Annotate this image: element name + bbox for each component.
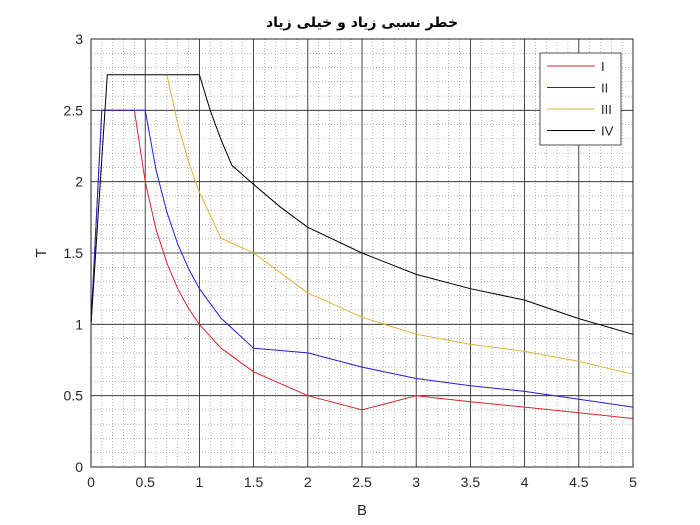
x-tick-label: 3 bbox=[412, 474, 420, 490]
y-tick-label: 1 bbox=[75, 316, 83, 332]
series-line-III bbox=[166, 74, 634, 375]
x-axis-ticks: 0 0.5 1 1.5 2 2.5 3 3.5 4 4.5 5 bbox=[87, 474, 637, 490]
plot-frame bbox=[90, 38, 634, 468]
legend-box bbox=[539, 52, 622, 146]
legend-label-IV: IV bbox=[601, 124, 614, 139]
y-tick-label: 1.5 bbox=[64, 245, 84, 261]
chart-title: خطر نسبی زیاد و خیلی زیاد bbox=[266, 15, 458, 31]
series-line-I bbox=[90, 109, 634, 419]
x-tick-label: 1.5 bbox=[244, 474, 264, 490]
x-tick-label: 5 bbox=[629, 474, 637, 490]
x-tick-label: 0 bbox=[87, 474, 95, 490]
y-tick-label: 0 bbox=[75, 459, 83, 475]
y-tick-label: 2 bbox=[75, 174, 83, 190]
x-tick-label: 0.5 bbox=[135, 474, 155, 490]
x-tick-label: 4.5 bbox=[569, 474, 589, 490]
legend-label-III: III bbox=[601, 102, 612, 117]
x-tick-label: 2 bbox=[304, 474, 312, 490]
series-layer bbox=[90, 74, 634, 419]
x-tick-label: 1 bbox=[196, 474, 204, 490]
series-line-IV bbox=[90, 74, 634, 335]
legend-label-I: I bbox=[601, 59, 605, 74]
y-tick-label: 0.5 bbox=[64, 388, 84, 404]
x-tick-label: 2.5 bbox=[352, 474, 372, 490]
y-axis-label: T bbox=[33, 248, 50, 257]
y-tick-label: 2.5 bbox=[64, 102, 84, 118]
y-tick-label: 3 bbox=[75, 31, 83, 47]
x-axis-label: B bbox=[357, 502, 367, 519]
x-tick-label: 4 bbox=[521, 474, 529, 490]
y-axis-ticks: 0 0.5 1 1.5 2 2.5 3 bbox=[64, 31, 84, 475]
series-line-II bbox=[90, 109, 634, 408]
legend-label-II: II bbox=[601, 81, 608, 96]
x-tick-label: 3.5 bbox=[461, 474, 481, 490]
